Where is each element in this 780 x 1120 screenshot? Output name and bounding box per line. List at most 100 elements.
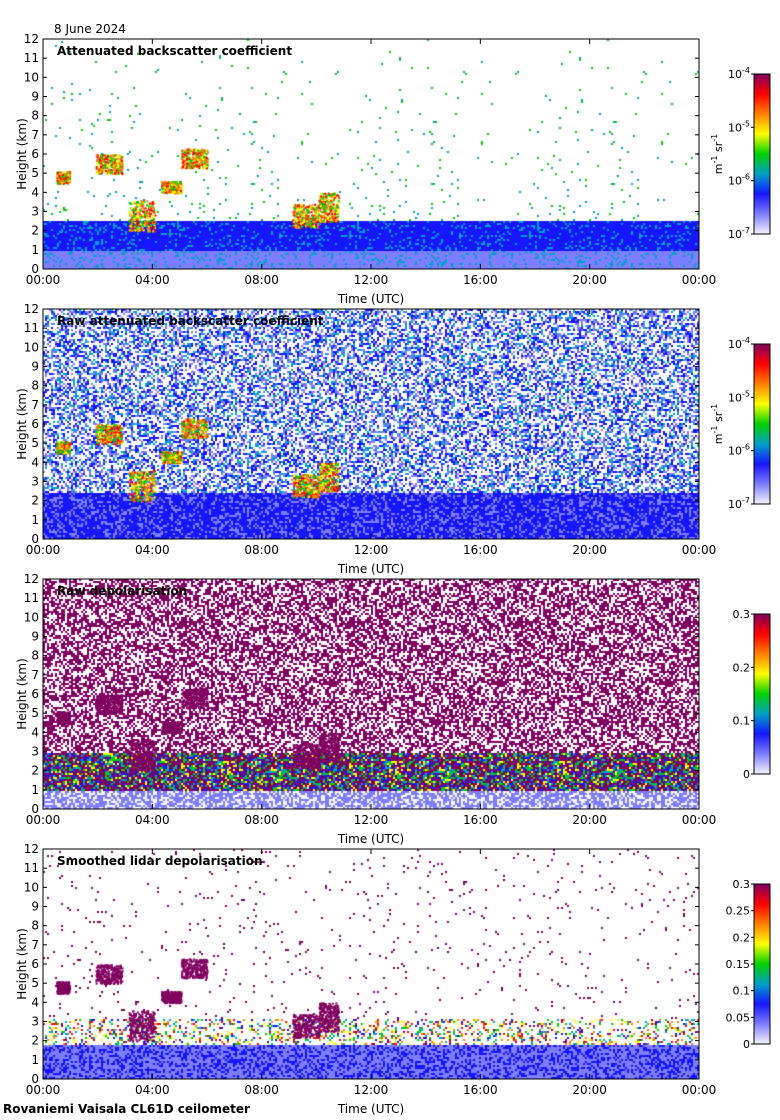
x-tick-label: 08:00	[244, 813, 279, 827]
y-axis-label: Height (km)	[15, 928, 29, 999]
y-tick-label: 5	[31, 436, 39, 450]
y-tick-label: 11	[24, 321, 39, 335]
y-tick-label: 9	[31, 900, 39, 914]
y-tick-label: 0	[31, 1072, 39, 1086]
x-tick-label: 00:00	[26, 1083, 61, 1097]
y-tick-label: 5	[31, 706, 39, 720]
colorbar-unit-label: m-1 sr-1	[710, 404, 725, 444]
y-tick-label: 5	[31, 976, 39, 990]
colorbar-tick-label: 0.2	[733, 661, 751, 674]
y-tick-label: 12	[24, 32, 39, 46]
x-tick-label: 12:00	[354, 1083, 389, 1097]
y-tick-label: 8	[31, 919, 39, 933]
y-tick-label: 2	[31, 494, 39, 508]
y-tick-label: 6	[31, 957, 39, 971]
panel-title: Raw depolarisation	[57, 584, 187, 598]
y-tick-label: 2	[31, 1034, 39, 1048]
x-axis-label: Time (UTC)	[337, 292, 404, 306]
x-tick-label: 00:00	[26, 813, 61, 827]
heatmap-image	[43, 849, 699, 1079]
y-tick-label: 8	[31, 649, 39, 663]
colorbar-tick-label: 0.25	[726, 905, 751, 918]
x-tick-label: 12:00	[354, 543, 389, 557]
colorbar-tick-label: 10-6	[728, 173, 750, 188]
y-tick-label: 1	[31, 783, 39, 797]
x-tick-label: 00:00	[26, 273, 61, 287]
y-tick-label: 11	[24, 51, 39, 65]
colorbar-tick-label: 10-4	[728, 66, 750, 81]
colorbar-tick-label: 0.15	[726, 958, 751, 971]
y-tick-label: 7	[31, 938, 39, 952]
x-tick-label: 00:00	[26, 543, 61, 557]
y-tick-label: 6	[31, 687, 39, 701]
y-tick-label: 7	[31, 398, 39, 412]
y-tick-label: 9	[31, 90, 39, 104]
y-tick-label: 3	[31, 205, 39, 219]
y-tick-label: 11	[24, 591, 39, 605]
y-tick-label: 3	[31, 745, 39, 759]
y-axis-label: Height (km)	[15, 388, 29, 459]
x-tick-label: 08:00	[244, 273, 279, 287]
x-axis-label: Time (UTC)	[337, 1102, 404, 1116]
y-tick-label: 3	[31, 1015, 39, 1029]
y-tick-label: 4	[31, 725, 39, 739]
y-tick-label: 1	[31, 243, 39, 257]
colorbar	[753, 73, 771, 235]
y-tick-label: 4	[31, 455, 39, 469]
x-tick-label: 04:00	[135, 813, 170, 827]
x-tick-label: 00:00	[682, 1083, 717, 1097]
y-tick-label: 10	[24, 880, 39, 894]
y-tick-label: 3	[31, 475, 39, 489]
footer-label: Rovaniemi Vaisala CL61D ceilometer	[3, 1102, 250, 1116]
x-tick-label: 08:00	[244, 1083, 279, 1097]
heatmap-image	[43, 309, 699, 539]
x-tick-label: 20:00	[572, 813, 607, 827]
colorbar	[753, 343, 771, 505]
x-tick-label: 08:00	[244, 543, 279, 557]
colorbar-tick-label: 0	[743, 1038, 750, 1051]
y-tick-label: 7	[31, 128, 39, 142]
x-tick-label: 16:00	[463, 813, 498, 827]
y-tick-label: 4	[31, 185, 39, 199]
colorbar-tick-label: 0.3	[733, 878, 751, 891]
colorbar-tick-label: 0.1	[733, 985, 751, 998]
y-tick-label: 10	[24, 610, 39, 624]
y-tick-label: 5	[31, 166, 39, 180]
x-tick-label: 16:00	[463, 1083, 498, 1097]
panel-4: Smoothed lidar depolarisation01234567891…	[15, 842, 771, 1116]
y-axis-label: Height (km)	[15, 118, 29, 189]
x-tick-label: 12:00	[354, 813, 389, 827]
panel-title: Attenuated backscatter coefficient	[57, 44, 292, 58]
y-tick-label: 2	[31, 224, 39, 238]
panel-title: Raw attenuated backscatter coefficient	[57, 314, 324, 328]
x-tick-label: 20:00	[572, 543, 607, 557]
colorbar-unit-label: m-1 sr-1	[710, 134, 725, 174]
x-tick-label: 16:00	[463, 273, 498, 287]
colorbar-tick-label: 0	[743, 768, 750, 781]
y-tick-label: 12	[24, 572, 39, 586]
y-tick-label: 0	[31, 802, 39, 816]
colorbar-tick-label: 0.05	[726, 1011, 751, 1024]
y-tick-label: 9	[31, 360, 39, 374]
colorbar-tick-label: 10-5	[728, 119, 750, 134]
x-tick-label: 00:00	[682, 273, 717, 287]
y-tick-label: 10	[24, 70, 39, 84]
panels: Attenuated backscatter coefficient012345…	[15, 32, 771, 1116]
y-tick-label: 11	[24, 861, 39, 875]
y-tick-label: 9	[31, 630, 39, 644]
x-tick-label: 16:00	[463, 543, 498, 557]
colorbar-tick-label: 0.3	[733, 608, 751, 621]
y-tick-label: 0	[31, 262, 39, 276]
colorbar	[753, 613, 771, 775]
x-tick-label: 04:00	[135, 1083, 170, 1097]
x-tick-label: 00:00	[682, 543, 717, 557]
y-tick-label: 10	[24, 340, 39, 354]
panel-1: Attenuated backscatter coefficient012345…	[15, 32, 771, 306]
y-tick-label: 7	[31, 668, 39, 682]
heatmap-image	[43, 39, 699, 269]
colorbar-tick-label: 10-4	[728, 336, 750, 351]
x-tick-label: 20:00	[572, 273, 607, 287]
x-tick-label: 04:00	[135, 273, 170, 287]
